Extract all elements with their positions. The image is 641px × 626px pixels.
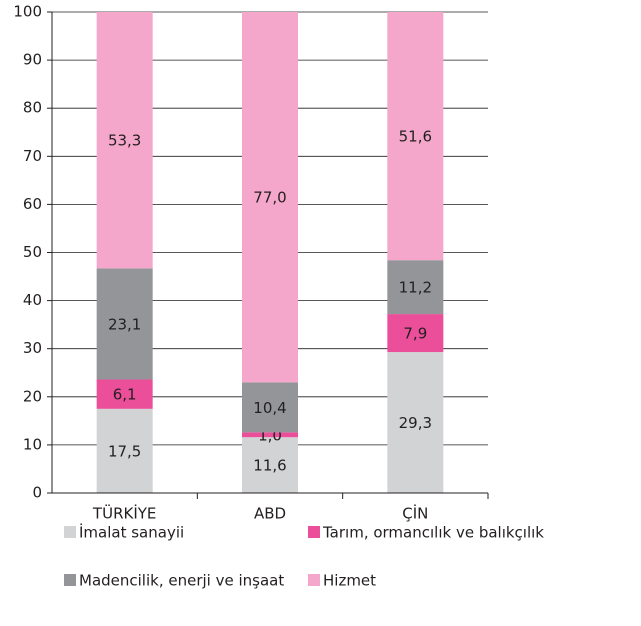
value-label: 77,0 (253, 189, 286, 207)
legend-label: İmalat sanayii (79, 523, 184, 542)
value-label: 11,6 (253, 457, 286, 475)
bar-segment (242, 382, 298, 433)
y-tick-label: 30 (23, 339, 42, 357)
bar-segment (242, 12, 298, 383)
value-label: 51,6 (399, 128, 432, 146)
legend-swatch (308, 526, 320, 538)
value-label: 10,4 (253, 399, 286, 417)
y-tick-label: 0 (32, 484, 42, 502)
y-tick-label: 20 (23, 387, 42, 405)
bar-segment (242, 432, 298, 438)
x-tick-label: ABD (254, 505, 286, 523)
legend-swatch (64, 526, 76, 538)
bar-segment (387, 260, 444, 315)
value-label: 53,3 (108, 132, 141, 150)
bar-segment (387, 314, 444, 353)
y-tick-label: 100 (13, 3, 42, 21)
y-tick-label: 80 (23, 99, 42, 117)
legend-swatch (308, 574, 320, 586)
bar-segment (96, 268, 153, 380)
x-tick-label: ÇİN (402, 504, 428, 523)
value-label: 6,1 (113, 386, 137, 404)
y-tick-label: 40 (23, 291, 42, 309)
bar-segment (387, 12, 444, 261)
legend-label: Madencilik, enerji ve inşaat (79, 572, 284, 590)
bar-segment (96, 408, 153, 493)
value-label: 17,5 (108, 442, 141, 460)
bar-segment (96, 12, 153, 269)
legend-label: Hizmet (323, 572, 376, 590)
y-tick-label: 60 (23, 195, 42, 213)
y-tick-label: 70 (23, 147, 42, 165)
value-label: 7,9 (403, 325, 427, 343)
y-tick-label: 50 (23, 243, 42, 261)
x-tick-label: TÜRKİYE (92, 504, 156, 523)
legend-label: Tarım, ormancılık ve balıkçılık (322, 524, 544, 542)
value-label: 11,2 (399, 279, 432, 297)
value-label: 29,3 (399, 414, 432, 432)
bar-segment (96, 379, 153, 409)
value-label: 23,1 (108, 315, 141, 333)
y-tick-label: 90 (23, 51, 42, 69)
y-tick-label: 10 (23, 435, 42, 453)
bar-segment (387, 352, 444, 493)
legend-swatch (64, 574, 76, 586)
bar-segment (242, 437, 298, 493)
